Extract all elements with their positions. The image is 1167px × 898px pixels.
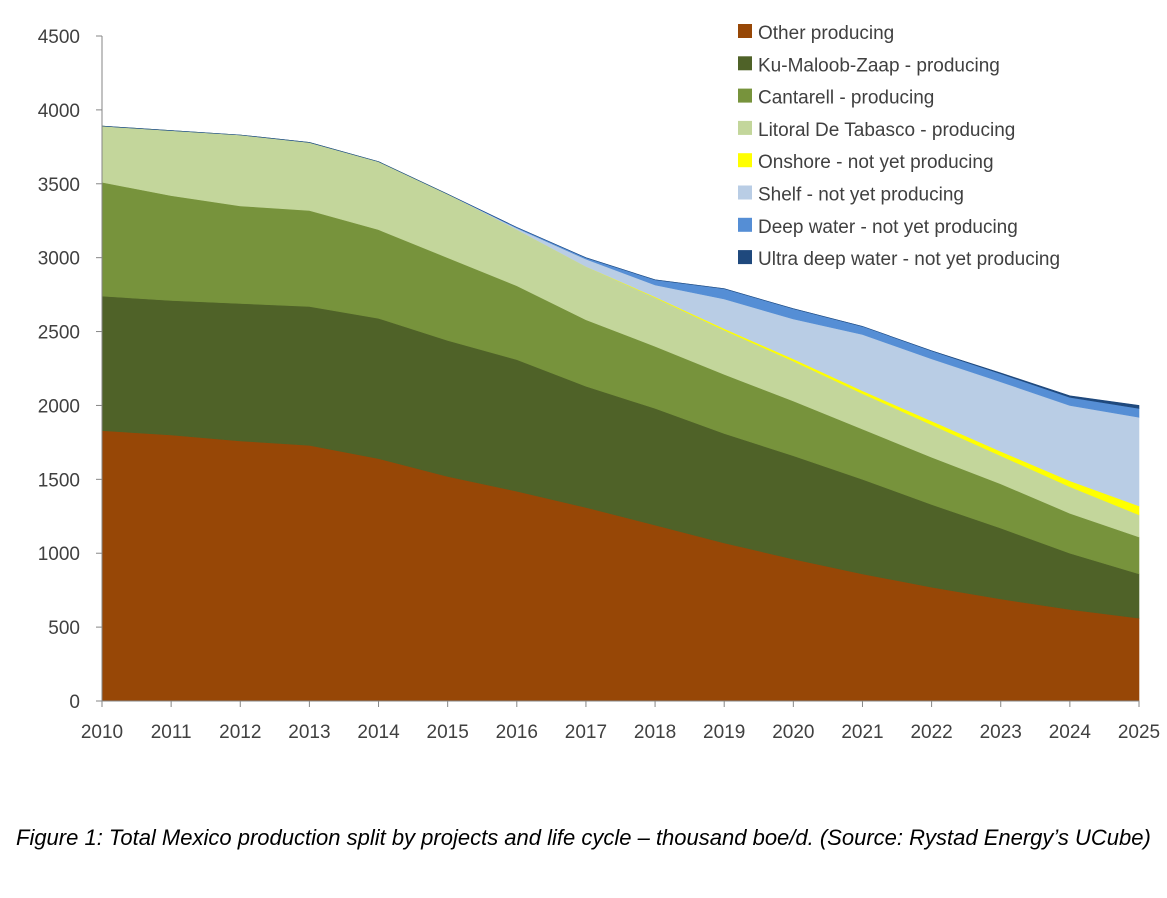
chart-areas (101, 125, 1140, 702)
stacked-area-chart: 0 500 1000 1500 2000 2500 3000 3500 4000 4500 201… (38, 23, 1160, 743)
x-tick-label: 2011 (151, 722, 192, 743)
x-tick-label: 2013 (288, 722, 330, 743)
y-tick-label: 1500 (38, 470, 80, 491)
y-tick-label: 3500 (38, 175, 80, 196)
legend-swatch (738, 88, 752, 103)
y-tick-label: 2000 (38, 396, 80, 417)
legend-swatch (738, 24, 752, 38)
legend-label: Litoral De Tabasco - producing (758, 120, 1015, 141)
legend-label: Ultra deep water - not yet producing (758, 249, 1060, 270)
figure-caption: Figure 1: Total Mexico production split … (16, 825, 1151, 850)
area-series-7 (101, 125, 1140, 409)
chart-axes (101, 36, 1139, 702)
legend-label: Cantarell - producing (758, 88, 934, 109)
x-tick-label: 2014 (357, 722, 400, 743)
legend-swatch (738, 250, 752, 265)
legend-label: Ku-Maloob-Zaap - producing (758, 55, 1000, 76)
legend-label: Deep water - not yet producing (758, 217, 1018, 238)
x-tick-label: 2017 (565, 722, 607, 743)
x-tick-label: 2012 (219, 722, 261, 743)
x-tick-label: 2023 (980, 722, 1022, 743)
x-axis-ticks: 2010 2011 2012 2013 2014 2015 2016 2017 2018 2019… (81, 701, 1160, 743)
legend-label: Other producing (758, 23, 894, 44)
x-tick-label: 2010 (81, 722, 123, 743)
x-tick-label: 2019 (703, 722, 745, 743)
legend-label: Shelf - not yet producing (758, 185, 964, 206)
y-tick-label: 500 (48, 618, 80, 639)
x-tick-label: 2016 (496, 722, 538, 743)
x-tick-label: 2021 (841, 722, 883, 743)
x-tick-label: 2022 (910, 722, 952, 743)
legend-swatch (738, 120, 752, 135)
y-tick-label: 0 (69, 692, 80, 713)
legend-swatch (738, 185, 752, 200)
chart-legend: Other producing Ku-Maloob-Zaap - producin… (738, 23, 1060, 270)
x-tick-label: 2020 (772, 722, 814, 743)
y-tick-label: 4500 (38, 27, 80, 48)
x-tick-label: 2018 (634, 722, 676, 743)
x-tick-label: 2015 (427, 722, 469, 743)
x-tick-label: 2025 (1118, 722, 1160, 743)
y-tick-label: 2500 (38, 323, 80, 344)
y-tick-label: 3000 (38, 249, 80, 270)
legend-swatch (738, 217, 752, 232)
legend-swatch (738, 56, 752, 71)
legend-label: Onshore - not yet producing (758, 152, 994, 173)
y-tick-label: 1000 (38, 544, 80, 565)
y-tick-label: 4000 (38, 101, 80, 122)
x-tick-label: 2024 (1049, 722, 1092, 743)
y-axis-ticks: 0 500 1000 1500 2000 2500 3000 3500 4000 4500 (38, 27, 102, 713)
legend-swatch (738, 153, 752, 168)
